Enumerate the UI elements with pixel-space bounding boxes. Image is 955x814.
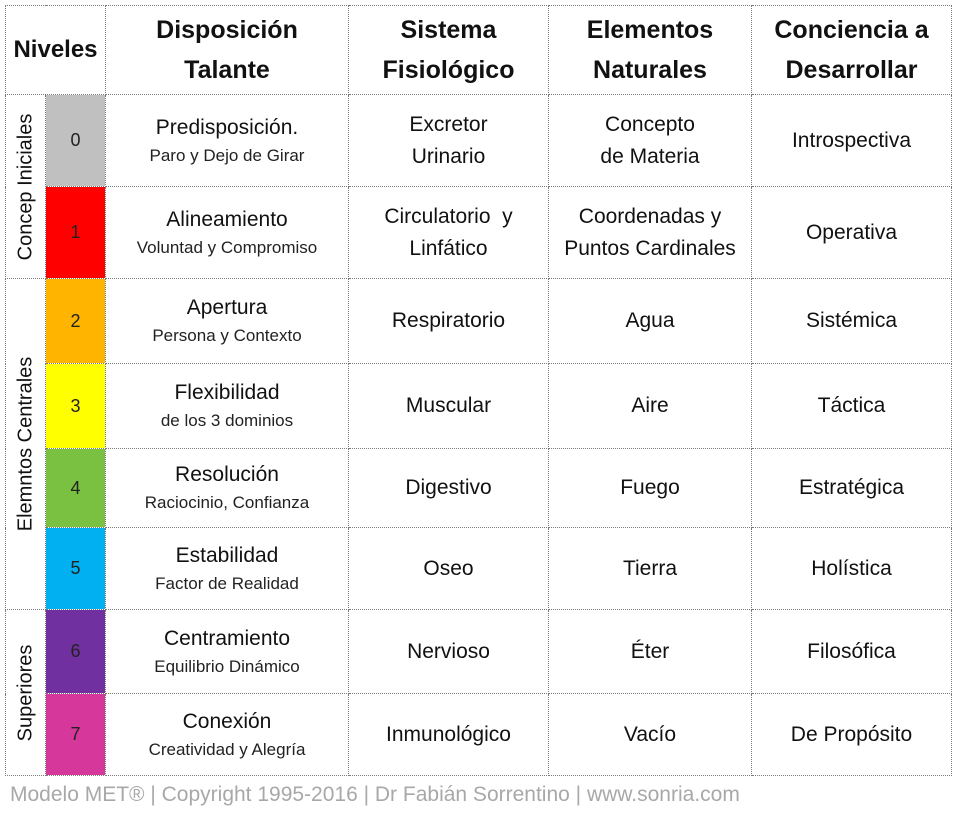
sistema-cell: Oseo [348,527,549,610]
level-cell: 1 [45,186,106,279]
disposicion-cell: Resolución Raciocinio, Confianza [105,448,349,528]
elemento-cell: Vacío [548,693,752,776]
copyright-footer: Modelo MET® | Copyright 1995-2016 | Dr F… [10,783,740,806]
sistema-cell: Inmunológico [348,693,549,776]
header-disposicion: Disposición Talante [105,5,349,95]
conciencia-cell: Holística [751,527,952,610]
conciencia-cell: Operativa [751,186,952,279]
disposicion-cell: Apertura Persona y Contexto [105,278,349,364]
sistema-cell: Respiratorio [348,278,549,364]
header-conciencia: Conciencia a Desarrollar [751,5,952,95]
level-cell: 0 [45,94,106,187]
group-elementos-centrales: Elemntos Centrales [5,278,46,610]
header-elementos: Elementos Naturales [548,5,752,95]
disposicion-cell: Conexión Creatividad y Alegría [105,693,349,776]
elemento-cell: Éter [548,609,752,694]
table-row: Elemntos Centrales 2 Apertura Persona y C… [5,278,952,610]
level-cell: 6 [45,609,106,694]
disposicion-cell: Estabilidad Factor de Realidad [105,527,349,610]
sistema-cell: Digestivo [348,448,549,528]
sistema-cell: Circulatorio y Linfático [348,186,549,279]
elemento-cell: Concepto de Materia [548,94,752,187]
table-row: 7 Conexión Creatividad y Alegría Inmunoló… [6,693,952,776]
conciencia-cell: De Propósito [751,693,952,776]
header-row: Niveles Disposición Talante Sistema Fisiol… [5,5,952,95]
table-row: Concep Iniciales 0 Predisposición. Paro y… [5,94,952,279]
sistema-cell: Excretor Urinario [348,94,549,187]
conciencia-cell: Introspectiva [751,94,952,187]
elemento-cell: Coordenadas y Puntos Cardinales [548,186,752,279]
sistema-cell: Muscular [348,363,549,449]
elemento-cell: Tierra [548,527,752,610]
group-superiores: Superiores [5,609,46,776]
conciencia-cell: Sistémica [751,278,952,364]
table-row: Superiores 6 Centramiento Equilibrio Diná… [5,609,952,776]
level-cell: 3 [45,363,106,449]
elemento-cell: Agua [548,278,752,364]
conciencia-cell: Estratégica [751,448,952,528]
header-sistema: Sistema Fisiológico [348,5,549,95]
conciencia-cell: Táctica [751,363,952,449]
header-niveles: Niveles [5,5,106,95]
level-cell: 5 [45,527,106,610]
sistema-cell: Nervioso [348,609,549,694]
table-row: 4 Resolución Raciocinio, Confianza Digest… [6,448,952,528]
table-row: 5 Estabilidad Factor de Realidad Oseo Tie… [6,527,952,610]
level-cell: 7 [45,693,106,776]
disposicion-cell: Alineamiento Voluntad y Compromiso [105,186,349,279]
disposicion-cell: Predisposición. Paro y Dejo de Girar [105,94,349,187]
table-row: 1 Alineamiento Voluntad y Compromiso Circ… [6,186,952,279]
elemento-cell: Fuego [548,448,752,528]
disposicion-cell: Flexibilidad de los 3 dominios [105,363,349,449]
table-row: 3 Flexibilidad de los 3 dominios Muscular… [6,363,952,449]
level-cell: 4 [45,448,106,528]
level-cell: 2 [45,278,106,364]
disposicion-cell: Centramiento Equilibrio Dinámico [105,609,349,694]
group-concep-iniciales: Concep Iniciales [5,94,46,279]
elemento-cell: Aire [548,363,752,449]
met-model-table: Niveles Disposición Talante Sistema Fisiol… [5,5,952,776]
conciencia-cell: Filosófica [751,609,952,694]
